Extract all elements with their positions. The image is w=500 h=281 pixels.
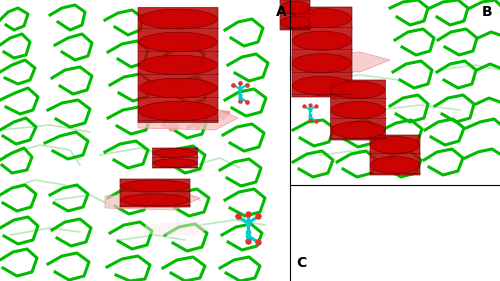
FancyBboxPatch shape	[152, 148, 198, 168]
FancyBboxPatch shape	[330, 80, 386, 140]
Ellipse shape	[280, 16, 310, 29]
FancyBboxPatch shape	[370, 135, 420, 175]
FancyBboxPatch shape	[292, 7, 352, 97]
Ellipse shape	[139, 9, 217, 29]
Ellipse shape	[292, 54, 352, 73]
Ellipse shape	[139, 32, 217, 52]
Ellipse shape	[139, 101, 217, 121]
Polygon shape	[145, 220, 210, 236]
Ellipse shape	[292, 31, 352, 50]
Polygon shape	[290, 52, 390, 72]
FancyBboxPatch shape	[280, 0, 310, 30]
Ellipse shape	[331, 101, 385, 119]
FancyBboxPatch shape	[120, 179, 190, 207]
Ellipse shape	[280, 1, 310, 14]
Ellipse shape	[139, 78, 217, 98]
Polygon shape	[138, 108, 238, 130]
Ellipse shape	[292, 9, 352, 28]
Polygon shape	[105, 190, 200, 210]
Ellipse shape	[370, 157, 420, 173]
Ellipse shape	[153, 149, 197, 157]
Ellipse shape	[120, 194, 190, 206]
Ellipse shape	[331, 81, 385, 99]
FancyBboxPatch shape	[138, 8, 218, 123]
Ellipse shape	[292, 76, 352, 95]
Text: B: B	[482, 5, 492, 19]
Text: A: A	[276, 5, 287, 19]
Ellipse shape	[331, 121, 385, 139]
Ellipse shape	[139, 55, 217, 75]
Text: C: C	[296, 256, 306, 270]
Ellipse shape	[153, 159, 197, 167]
Ellipse shape	[370, 137, 420, 153]
Ellipse shape	[120, 180, 190, 192]
